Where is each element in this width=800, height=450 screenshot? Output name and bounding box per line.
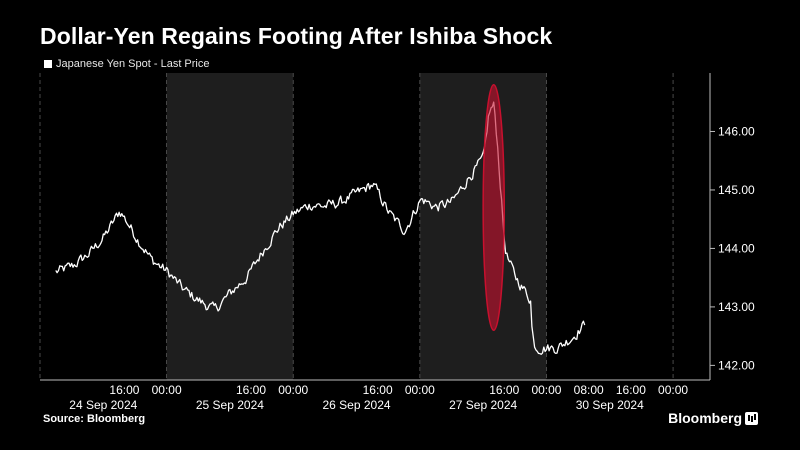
x-tick-time-label: 00:00 — [405, 383, 435, 397]
y-axis-ticks: 146.00 145.00 144.00 143.00 142.00 — [710, 124, 755, 372]
x-tick-time-label: 00:00 — [658, 383, 688, 397]
x-axis-ticks: 16:00 00:00 16:00 00:00 16:00 00:00 16:00 00:00… — [69, 383, 688, 412]
x-tick-time-label: 08:00 — [574, 383, 604, 397]
x-tick-time-label: 16:00 — [363, 383, 393, 397]
x-tick-time-label: 16:00 — [616, 383, 646, 397]
y-tick-label: 143.00 — [718, 300, 755, 314]
x-tick-time-label: 16:00 — [109, 383, 139, 397]
session-shade-0 — [166, 73, 294, 380]
y-tick-label: 145.00 — [718, 183, 755, 197]
x-tick-date-label: 30 Sep 2024 — [576, 398, 644, 412]
x-tick-date-label: 25 Sep 2024 — [196, 398, 264, 412]
chart-legend: Japanese Yen Spot - Last Price — [44, 58, 210, 70]
axes — [40, 73, 711, 381]
y-tick-label: 146.00 — [718, 124, 755, 138]
y-tick-label: 144.00 — [718, 241, 755, 255]
x-tick-time-label: 00:00 — [531, 383, 561, 397]
x-tick-time-label: 16:00 — [236, 383, 266, 397]
x-tick-time-label: 16:00 — [489, 383, 519, 397]
x-tick-date-label: 27 Sep 2024 — [449, 398, 517, 412]
x-tick-time-label: 00:00 — [278, 383, 308, 397]
x-tick-time-label: 00:00 — [152, 383, 182, 397]
gridlines — [39, 73, 674, 380]
bloomberg-terminal-icon — [745, 411, 758, 425]
source-note: Source: Bloomberg — [43, 413, 146, 425]
x-tick-date-label: 24 Sep 2024 — [69, 398, 137, 412]
y-tick-label: 142.00 — [718, 358, 755, 372]
chart-title: Dollar-Yen Regains Footing After Ishiba … — [40, 23, 553, 49]
highlight-ellipse — [482, 83, 506, 332]
annotation-layer — [482, 83, 506, 332]
legend-label: Japanese Yen Spot - Last Price — [56, 58, 210, 70]
brand-logo: Bloomberg — [668, 410, 758, 426]
brand-name: Bloomberg — [668, 410, 742, 426]
legend-swatch — [44, 60, 52, 68]
x-tick-date-label: 26 Sep 2024 — [323, 398, 391, 412]
shaded-sessions — [166, 73, 547, 380]
